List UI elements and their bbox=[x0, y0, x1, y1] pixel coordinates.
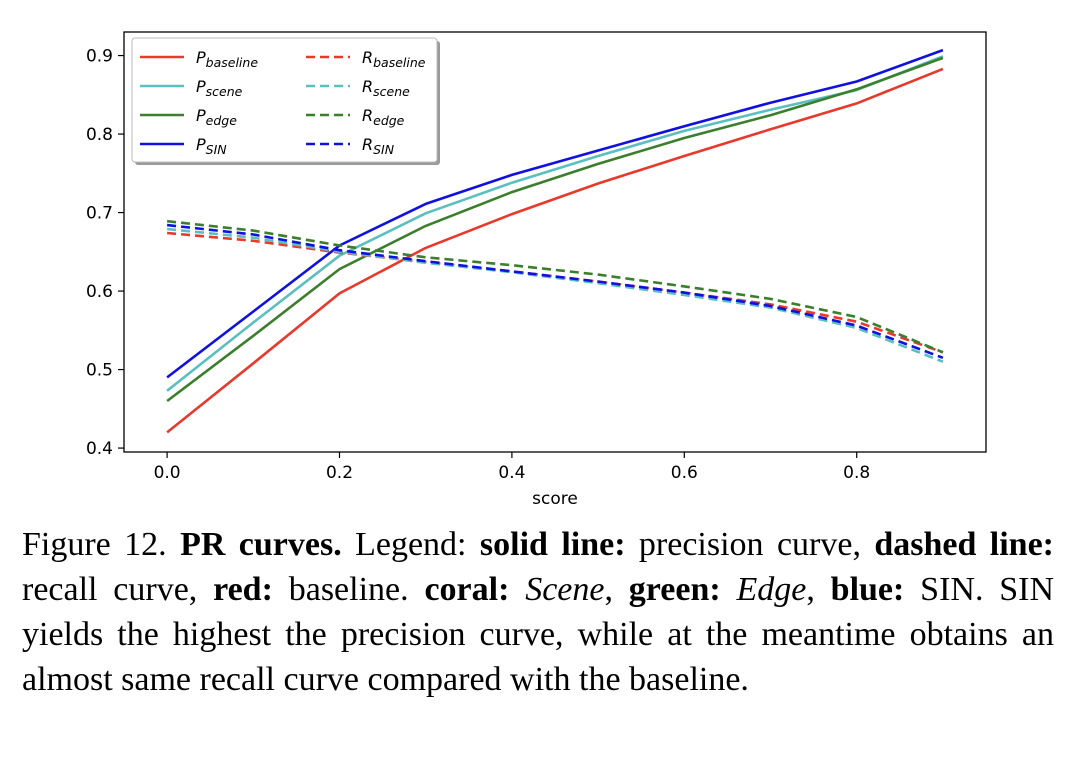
y-tick-label: 0.7 bbox=[86, 204, 113, 224]
legend: Pbaseline Pscene Pedge PSIN Rbaseline Rscene R… bbox=[131, 37, 440, 165]
pr-curves-chart: 0.0 0.2 0.4 0.6 0.8 0.4 0.5 0.6 0.7 0.8 0.9 score… bbox=[86, 31, 987, 509]
y-tick-label: 0.9 bbox=[86, 47, 113, 67]
series-line-p-scene bbox=[166, 55, 944, 392]
legend-label: RSIN bbox=[362, 135, 395, 157]
legend-label: Rscene bbox=[362, 77, 410, 99]
series-line-r-scene bbox=[166, 227, 944, 363]
legend-box bbox=[131, 37, 438, 163]
y-axis: 0.4 0.5 0.6 0.7 0.8 0.9 bbox=[86, 47, 124, 459]
x-axis-label: score bbox=[532, 489, 578, 509]
series-line-p-sin bbox=[166, 48, 944, 379]
x-axis: 0.0 0.2 0.4 0.6 0.8 bbox=[154, 452, 870, 483]
series-line-p-edge bbox=[166, 56, 944, 403]
y-tick-label: 0.6 bbox=[86, 282, 113, 302]
x-tick-label: 0.2 bbox=[326, 463, 353, 483]
legend-label: Pbaseline bbox=[196, 48, 258, 70]
y-tick-label: 0.4 bbox=[86, 439, 113, 459]
plot-frame bbox=[123, 31, 987, 453]
x-tick-label: 0.8 bbox=[843, 463, 870, 483]
legend-label: Redge bbox=[362, 106, 405, 128]
series-line-r-baseline bbox=[166, 231, 944, 354]
x-tick-label: 0.6 bbox=[671, 463, 698, 483]
legend-label: PSIN bbox=[196, 135, 227, 157]
plot-area bbox=[123, 31, 987, 453]
series-line-r-edge bbox=[166, 219, 944, 354]
legend-label: Pedge bbox=[196, 106, 237, 128]
y-tick-label: 0.8 bbox=[86, 125, 113, 145]
figure-caption: Figure 12. PR curves. Legend: solid line… bbox=[22, 526, 1055, 698]
x-tick-label: 0.0 bbox=[154, 463, 181, 483]
legend-label: Pscene bbox=[196, 77, 243, 99]
series-line-p-baseline bbox=[166, 67, 944, 434]
series-line-r-sin bbox=[166, 223, 944, 360]
figure-label: Figure 12. bbox=[22, 526, 167, 563]
caption-title: PR curves. bbox=[180, 526, 342, 563]
legend-label: Rbaseline bbox=[362, 48, 426, 70]
x-tick-label: 0.4 bbox=[498, 463, 525, 483]
y-tick-label: 0.5 bbox=[86, 361, 113, 381]
